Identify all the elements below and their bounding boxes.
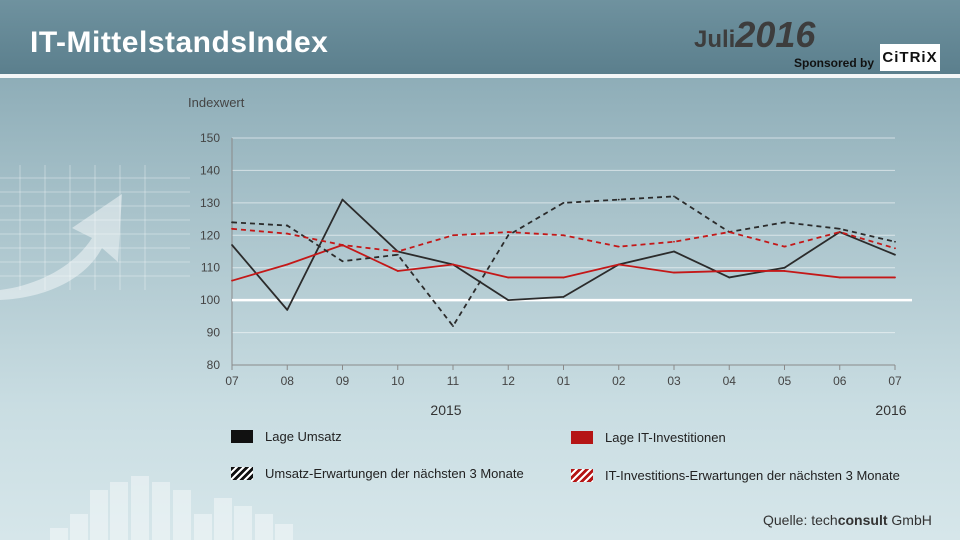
data-point [838,231,841,233]
x-tick-label: 04 [723,374,737,388]
data-point [507,234,510,237]
data-point [341,244,344,246]
data-point [838,276,841,279]
x-tick-label: 08 [281,374,295,388]
x-tick-label: 12 [502,374,516,388]
x-tick-label: 03 [667,374,681,388]
line-chart: Indexwert 80 90 100 110 120 130 140 150 07 08 09 10… [188,95,912,418]
data-point [673,250,675,253]
y-tick-label: 90 [207,326,221,340]
y-tick-label: 130 [200,196,220,210]
data-point [396,250,399,253]
data-point [617,263,620,266]
x-tick-label: 05 [778,374,792,388]
data-point [673,240,675,243]
legend-item-it-investitions-erwartungen: IT-Investitions-Erwartungen der nächsten… [571,468,900,483]
legend-swatch-solid-red [571,431,593,444]
year-label-2015: 2015 [430,402,461,418]
legend-swatch-hatched-black [231,467,253,480]
data-point [562,296,565,298]
legend-item-lage-umsatz: Lage Umsatz [231,429,342,444]
data-point [728,276,731,279]
legend-item-lage-it-investitionen: Lage IT-Investitionen [571,430,726,445]
data-point [562,276,565,279]
legend-label: Lage Umsatz [265,429,342,444]
data-point [673,271,675,274]
data-point [396,253,399,256]
data-point [783,221,786,224]
data-point [452,325,454,327]
legend-swatch-solid-black [231,430,253,443]
sponsor-logo: CiTRiX [880,44,940,71]
data-point [286,308,289,311]
x-tick-label: 01 [557,374,571,388]
data-point [341,198,344,201]
data-point [673,195,675,198]
report-date: Juli2016 [694,14,815,56]
legend-item-umsatz-erwartungen: Umsatz-Erwartungen der nächsten 3 Monate [231,466,524,481]
header-divider [0,74,960,78]
arrow-icon [0,194,122,300]
data-point [286,232,289,235]
data-point [783,245,786,248]
data-point [894,276,896,279]
data-point [286,263,289,266]
data-point [341,260,344,263]
x-tick-label: 02 [612,374,626,388]
data-point [783,266,786,269]
x-tick-label: 07 [888,374,902,388]
x-tick-label: 07 [225,374,239,388]
data-point [562,234,565,237]
data-point [507,231,510,233]
y-axis-label: Indexwert [188,95,245,110]
data-point [894,247,896,250]
x-tick-label: 10 [391,374,405,388]
data-point [838,227,841,230]
data-point [286,224,289,227]
series-line-1 [231,244,895,282]
data-point [452,263,454,266]
year-label-2016: 2016 [875,402,906,418]
legend-label: Lage IT-Investitionen [605,430,726,445]
page-title: IT-MittelstandsIndex [30,26,329,59]
data-point [894,240,896,243]
legend-swatch-hatched-red [571,469,593,482]
report-year: 2016 [735,14,816,55]
data-point [507,299,510,302]
legend-label: IT-Investitions-Erwartungen der nächsten… [605,468,900,483]
header-bar [0,0,960,74]
y-tick-label: 100 [200,293,220,307]
data-point [783,270,786,272]
sponsored-by-label: Sponsored by [794,56,875,70]
source-note: Quelle: techconsult GmbH [763,512,932,528]
data-point [728,270,731,272]
data-point [617,245,620,248]
data-point [231,244,233,246]
data-point [507,276,510,279]
y-tick-label: 120 [200,228,220,242]
data-point [396,270,399,272]
y-tick-label: 80 [207,358,221,372]
chart-series [231,195,896,327]
x-tick-label: 09 [336,374,350,388]
data-point [728,231,731,233]
data-point [562,201,565,204]
data-point [452,234,454,237]
data-point [231,221,233,224]
data-point [894,253,896,256]
y-tick-label: 110 [201,261,220,275]
data-point [231,279,233,282]
x-tick-label: 06 [833,374,847,388]
y-tick-label: 150 [200,131,220,145]
chart-ticks: 80 90 100 110 120 130 140 150 07 08 09 10 11 12 01 02 03… [200,131,902,388]
x-tick-label: 11 [447,374,460,388]
legend-label: Umsatz-Erwartungen der nächsten 3 Monate [265,466,524,481]
data-point [617,198,620,201]
report-month: Juli [694,26,736,53]
y-tick-label: 140 [200,163,220,177]
data-point [231,227,233,230]
